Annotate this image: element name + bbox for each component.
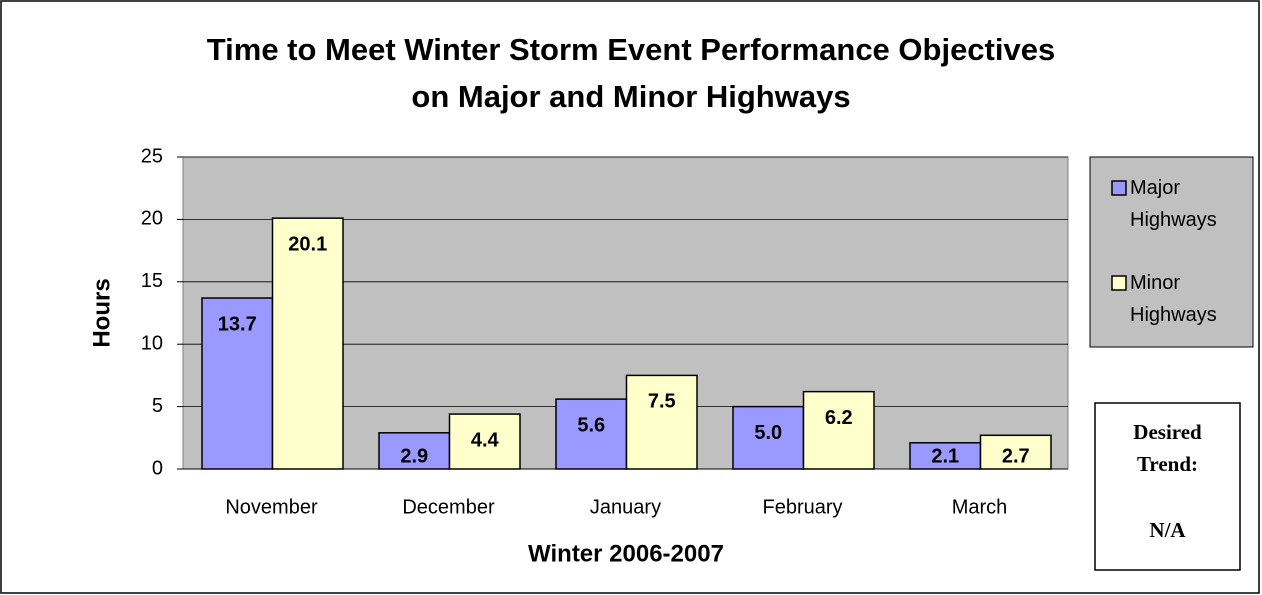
bar (271, 217, 344, 470)
x-tick-label: November (225, 496, 318, 518)
value-label: 4.4 (471, 429, 500, 451)
y-tick-label: 10 (141, 332, 163, 354)
bar (625, 374, 698, 470)
y-axis-label: Hours (88, 278, 115, 347)
bar (201, 297, 274, 470)
chart-title: Time to Meet Winter Storm Event Performa… (206, 32, 1056, 114)
value-label: 7.5 (648, 391, 676, 413)
trend-box (1094, 402, 1241, 571)
bar (555, 398, 628, 470)
x-tick-label: December (402, 496, 495, 518)
trend-value: N/A (1149, 518, 1186, 542)
legend-label: Minor Highways (1130, 272, 1217, 326)
bar (979, 434, 1052, 470)
y-tick-label: 0 (152, 457, 163, 479)
x-tick-label: March (952, 496, 1008, 518)
value-label: 6.2 (825, 407, 853, 429)
value-label: 13.7 (218, 313, 257, 335)
y-tick-label: 20 (141, 208, 163, 230)
y-tick-label: 15 (141, 270, 163, 292)
value-label: 5.0 (754, 422, 782, 444)
x-tick-label: February (762, 496, 842, 518)
value-label: 2.7 (1002, 445, 1030, 467)
x-axis-label: Winter 2006-2007 (528, 540, 724, 567)
value-label: 2.9 (400, 445, 428, 467)
y-tick-label: 25 (141, 145, 163, 167)
x-tick-label: January (590, 496, 661, 518)
legend-label: Major Highways (1130, 177, 1217, 231)
bar (448, 413, 521, 470)
value-label: 20.1 (288, 233, 327, 255)
bar (802, 390, 875, 470)
value-label: 2.1 (931, 445, 959, 467)
bar (378, 432, 451, 470)
y-tick-label: 5 (152, 395, 163, 417)
bar (909, 442, 982, 470)
legend-swatch (1111, 275, 1127, 291)
desired-trend: Desired Trend: N/A (1096, 416, 1239, 546)
value-label: 5.6 (577, 414, 605, 436)
legend-swatch (1111, 180, 1127, 196)
trend-label: Desired Trend: (1133, 420, 1202, 476)
bar (732, 405, 805, 470)
